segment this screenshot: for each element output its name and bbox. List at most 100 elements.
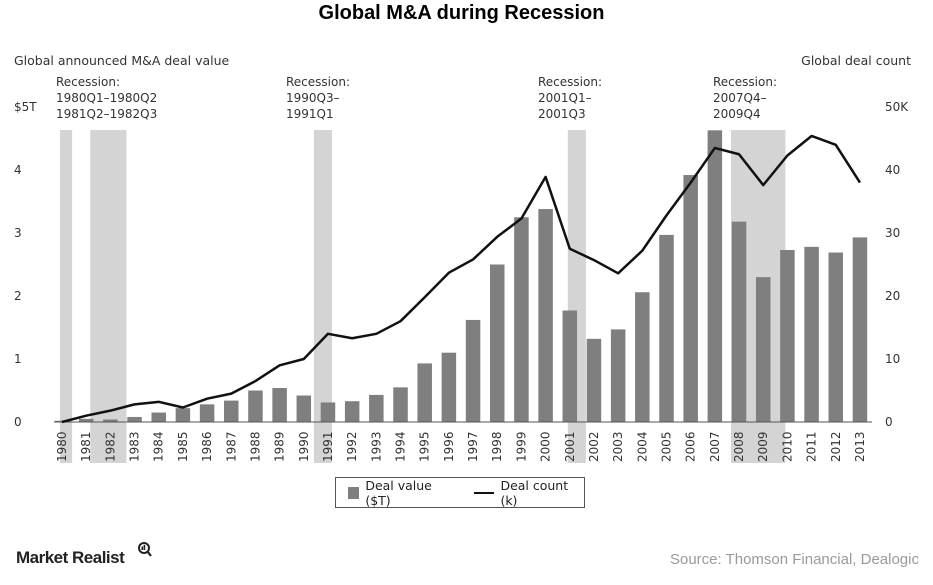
recession-label-1-line-1: 1990Q3– — [286, 91, 340, 105]
x-tick-label-2003: 2003 — [611, 431, 625, 462]
legend-bar-swatch — [348, 486, 360, 499]
x-tick-label-2000: 2000 — [539, 431, 553, 462]
bar-1983 — [127, 416, 142, 422]
right-tick-label: 40 — [885, 163, 900, 177]
bar-1987 — [224, 400, 239, 422]
bar-1996 — [441, 352, 457, 422]
x-tick-label-1984: 1984 — [152, 431, 166, 462]
x-tick-label-1992: 1992 — [345, 431, 359, 462]
bar-2009 — [755, 277, 771, 422]
bar-2006 — [683, 175, 698, 422]
bar-1993 — [369, 394, 384, 422]
legend-bar-label: Deal value ($T) — [365, 477, 432, 508]
bar-2012 — [828, 252, 844, 422]
left-tick-label: 0 — [14, 415, 22, 429]
bar-1997 — [465, 319, 481, 422]
x-tick-label-1994: 1994 — [394, 431, 408, 462]
bar-1982 — [103, 419, 118, 422]
x-tick-label-2001: 2001 — [563, 431, 577, 462]
x-tick-label-1996: 1996 — [442, 431, 456, 462]
bar-1999 — [514, 217, 529, 422]
bar-1992 — [344, 401, 360, 422]
x-tick-label-1987: 1987 — [224, 431, 238, 462]
x-tick-label-1991: 1991 — [321, 431, 335, 462]
x-tick-label-1981: 1981 — [79, 431, 93, 462]
right-tick-label: 20 — [885, 289, 900, 303]
bar-2004 — [635, 292, 650, 422]
x-tick-label-1998: 1998 — [490, 431, 504, 462]
right-axis-title: Global deal count — [801, 53, 911, 68]
bar-1985 — [175, 408, 191, 422]
x-tick-label-1999: 1999 — [514, 431, 528, 462]
source-note: Source: Thomson Financial, Dealogic — [669, 551, 919, 568]
bar-1989 — [272, 387, 287, 422]
x-tick-label-1983: 1983 — [128, 431, 142, 462]
bar-1981 — [78, 418, 94, 422]
recession-shade-1-0 — [313, 130, 333, 463]
recession-label-2-line-2: 2001Q3 — [538, 107, 586, 121]
recession-label-0-line-0: Recession: — [56, 75, 120, 89]
x-tick-label-2007: 2007 — [708, 431, 722, 462]
magnifier-icon — [138, 542, 152, 557]
bar-1994 — [393, 387, 408, 422]
left-tick-label: $5T — [14, 100, 37, 114]
bar-2000 — [538, 209, 553, 422]
x-tick-label-2006: 2006 — [684, 431, 698, 462]
bar-1984 — [151, 412, 166, 422]
legend-line-label: Deal count (k) — [500, 477, 569, 508]
x-tick-label-1993: 1993 — [369, 431, 383, 462]
recession-label-2-line-1: 2001Q1– — [538, 91, 592, 105]
x-tick-label-2002: 2002 — [587, 431, 601, 462]
x-tick-label-2012: 2012 — [829, 431, 843, 462]
x-tick-label-1988: 1988 — [248, 431, 262, 462]
bar-2005 — [659, 234, 674, 422]
recession-label-2-line-0: Recession: — [538, 75, 602, 89]
bar-1990 — [296, 395, 312, 422]
recession-label-3-line-2: 2009Q4 — [713, 107, 761, 121]
recession-label-3-line-0: Recession: — [713, 75, 777, 89]
x-tick-label-2010: 2010 — [780, 431, 794, 462]
legend-line-swatch — [473, 491, 495, 494]
bar-2007 — [707, 130, 723, 422]
bar-2013 — [852, 237, 868, 422]
bar-2011 — [804, 246, 819, 422]
left-tick-label: 4 — [14, 163, 22, 177]
x-tick-label-1995: 1995 — [418, 431, 432, 462]
left-axis-title: Global announced M&A deal value — [14, 53, 230, 68]
recession-shade-0-0 — [60, 130, 73, 463]
bar-2003 — [610, 329, 626, 422]
bar-2010 — [780, 250, 795, 422]
right-tick-label: 0 — [885, 415, 893, 429]
x-tick-label-1985: 1985 — [176, 431, 190, 462]
brand-logo-text: Market Realist — [16, 548, 125, 567]
recession-label-0-line-2: 1981Q2–1982Q3 — [56, 107, 157, 121]
bar-1988 — [248, 390, 263, 422]
bar-1995 — [417, 363, 432, 422]
x-tick-label-2011: 2011 — [805, 431, 819, 462]
deal-count-line — [61, 134, 861, 424]
left-tick-label: 3 — [14, 226, 22, 240]
bar-2002 — [586, 338, 602, 422]
x-tick-label-1986: 1986 — [200, 431, 214, 462]
x-tick-label-1997: 1997 — [466, 431, 480, 462]
recession-label-1-line-0: Recession: — [286, 75, 350, 89]
bar-2008 — [731, 221, 747, 422]
right-tick-label: 50K — [885, 100, 909, 114]
bar-1991 — [320, 402, 336, 422]
x-tick-label-1990: 1990 — [297, 431, 311, 462]
x-tick-label-2013: 2013 — [853, 431, 867, 462]
chart-title: Global M&A during Recession — [318, 2, 605, 24]
recession-label-1-line-2: 1991Q1 — [286, 107, 334, 121]
recession-label-0-line-1: 1980Q1–1980Q2 — [56, 91, 157, 105]
right-tick-label: 30 — [885, 226, 900, 240]
right-tick-label: 10 — [885, 352, 900, 366]
left-tick-label: 2 — [14, 289, 22, 303]
legend: Deal value ($T) Deal count (k) — [335, 477, 585, 508]
x-tick-label-2004: 2004 — [635, 431, 649, 462]
x-tick-label-2005: 2005 — [660, 431, 674, 462]
x-tick-label-1989: 1989 — [273, 431, 287, 462]
x-tick-label-2008: 2008 — [732, 431, 746, 462]
left-tick-label: 1 — [14, 352, 22, 366]
bar-1986 — [199, 404, 215, 422]
